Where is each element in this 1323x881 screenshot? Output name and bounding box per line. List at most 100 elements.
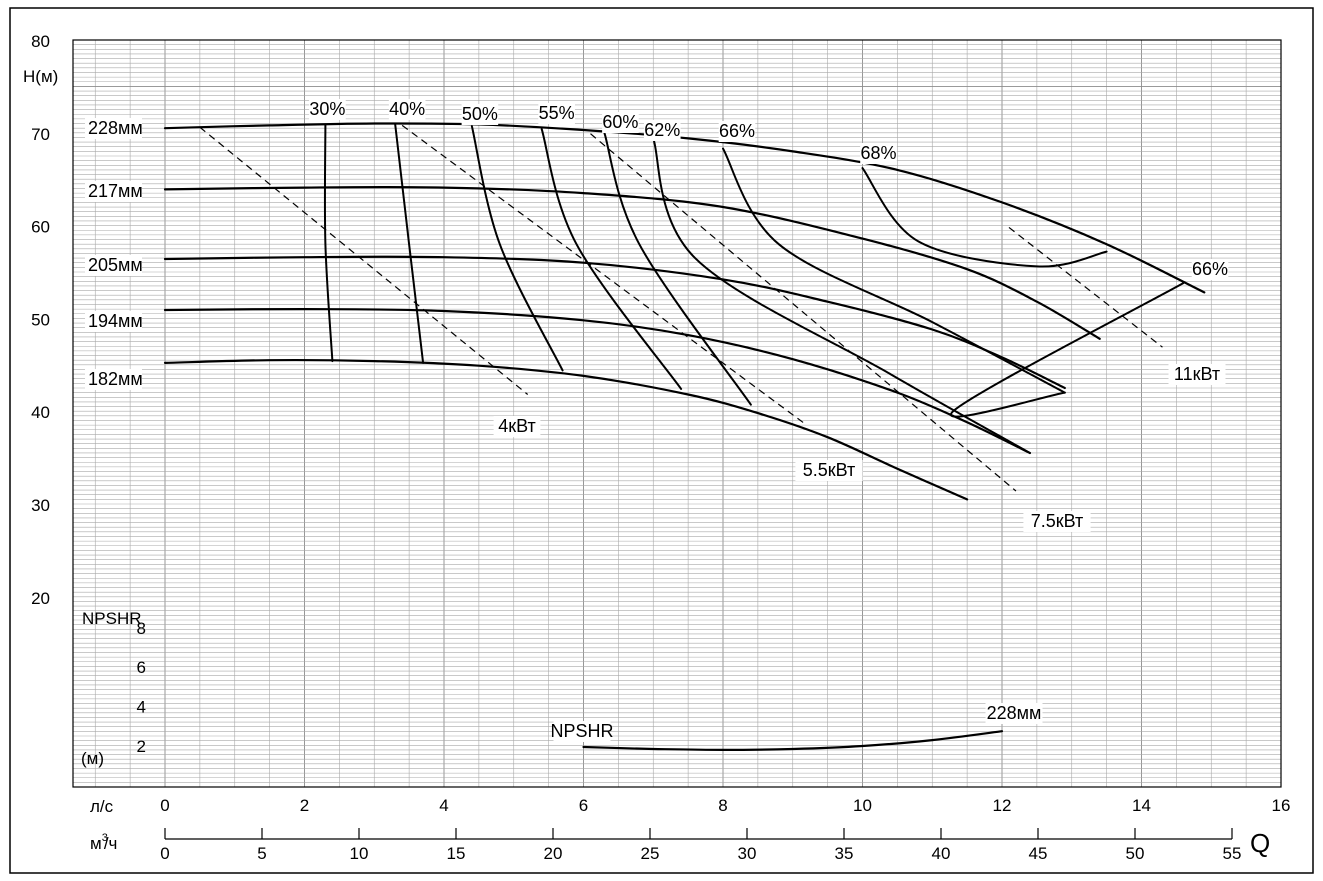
efficiency-label: 60% xyxy=(602,112,638,132)
efficiency-label: 30% xyxy=(309,99,345,119)
npsh-curve-group xyxy=(582,730,1004,751)
efficiency-label-bg xyxy=(1191,259,1229,280)
x-tick-label: 4 xyxy=(439,796,448,815)
power-label-bg xyxy=(493,416,541,437)
x2-tick-label: 5 xyxy=(257,844,266,863)
secondary-x-axis: 0 5 10 15 20 25 30 35 40 45 50 55 xyxy=(160,828,1241,863)
power-label-bg xyxy=(1023,511,1091,532)
head-curve-label: 228мм xyxy=(88,118,143,138)
efficiency-label: 40% xyxy=(389,99,425,119)
y-axis-label: H(м) xyxy=(23,67,58,86)
efficiency-label-bg xyxy=(538,103,575,124)
npsh-curve xyxy=(582,730,1004,751)
efficiency-label-bg xyxy=(461,104,499,125)
npsh-curve-label: NPSHR xyxy=(550,721,613,741)
npsh-tick-label: 2 xyxy=(137,737,146,756)
efficiency-curve xyxy=(652,137,1031,454)
efficiency-label: 68% xyxy=(860,143,896,163)
head-curves xyxy=(163,122,1206,501)
y-tick-label: 30 xyxy=(31,496,50,515)
x2-tick-label: 10 xyxy=(350,844,369,863)
efficiency-curve xyxy=(470,125,564,372)
head-curve-label: 194мм xyxy=(88,311,143,331)
power-line xyxy=(199,126,529,395)
x2-tick-label: 35 xyxy=(835,844,854,863)
head-curve-label: 182мм xyxy=(88,369,143,389)
x-tick-label: 14 xyxy=(1132,796,1151,815)
head-curve-label-bg xyxy=(85,311,142,332)
x2-tick-label: 55 xyxy=(1223,844,1242,863)
head-curve xyxy=(163,255,1066,390)
efficiency-curve xyxy=(394,123,425,364)
y-tick-label: 20 xyxy=(31,589,50,608)
x-tick-label: 0 xyxy=(160,796,169,815)
x2-tick-label: 0 xyxy=(160,844,169,863)
x-axis-unit-label: л/с xyxy=(90,797,114,816)
efficiency-curve xyxy=(323,123,334,363)
x2-unit-superscript: 3 xyxy=(102,832,108,844)
npsh-axis-title: NPSHR xyxy=(82,609,142,628)
x-tick-label: 8 xyxy=(718,796,727,815)
efficiency-label: 66% xyxy=(1192,259,1228,279)
x2-tick-label: 50 xyxy=(1126,844,1145,863)
efficiency-label-bg xyxy=(860,143,897,164)
npsh-tick-label: 8 xyxy=(137,619,146,638)
x-tick-label: 16 xyxy=(1272,796,1291,815)
y-tick-label: 40 xyxy=(31,403,50,422)
head-curve-label: 217мм xyxy=(88,181,143,201)
outer-frame xyxy=(9,7,1314,874)
y-tick-label: 50 xyxy=(31,310,50,329)
power-label: 11кВт xyxy=(1174,364,1220,384)
efficiency-label-bg xyxy=(602,112,639,133)
power-line xyxy=(1008,226,1163,348)
x2-unit-tail: /ч xyxy=(104,834,118,853)
npsh-diameter-label: 228мм xyxy=(987,703,1042,723)
npsh-tick-labels: 2 4 6 8 xyxy=(137,619,146,756)
head-curve-label: 205мм xyxy=(88,255,143,275)
x-tick-label: 6 xyxy=(579,796,588,815)
y-tick-label: 60 xyxy=(31,218,50,237)
efficiency-label: 62% xyxy=(644,120,680,140)
plot-area-border xyxy=(72,39,1282,788)
x2-tick-label: 25 xyxy=(641,844,660,863)
efficiency-label-bg xyxy=(309,99,346,120)
x-tick-label: 2 xyxy=(300,796,309,815)
efficiency-label: 66% xyxy=(719,121,755,141)
npsh-unit-label: (м) xyxy=(81,749,104,768)
efficiency-curve xyxy=(722,147,1066,394)
y-tick-label: 80 xyxy=(31,32,50,51)
efficiency-label-bg xyxy=(718,121,756,142)
power-label: 5.5кВт xyxy=(803,460,856,480)
head-curve xyxy=(163,358,969,501)
npsh-diameter-label-bg xyxy=(985,703,1043,724)
x2-axis-unit-label: м3/ч xyxy=(90,832,117,853)
efficiency-curve xyxy=(540,128,683,390)
power-label-bg xyxy=(1168,364,1226,385)
head-curve-label-bg xyxy=(85,181,142,202)
x-tick-label: 12 xyxy=(993,796,1012,815)
y-tick-labels: 20 30 40 50 60 70 80 xyxy=(31,32,50,608)
power-label-bg xyxy=(795,460,863,481)
y-tick-label: 70 xyxy=(31,125,50,144)
efficiency-label: 55% xyxy=(539,103,575,123)
head-curve-label-bg xyxy=(85,369,142,390)
efficiency-label-bg xyxy=(388,99,426,120)
efficiency-curve xyxy=(861,167,1108,268)
x2-unit-base: м xyxy=(90,834,102,853)
head-curve-label-bg xyxy=(85,118,142,139)
x2-tick-label: 20 xyxy=(544,844,563,863)
power-lines xyxy=(199,124,1163,492)
efficiency-curve xyxy=(603,131,752,406)
x-tick-labels: 0 2 4 6 8 10 12 14 16 xyxy=(160,796,1290,815)
npsh-tick-label: 4 xyxy=(137,698,146,717)
efficiency-curve xyxy=(949,282,1185,418)
x-tick-label: 10 xyxy=(853,796,872,815)
efficiency-curves xyxy=(323,123,1185,454)
head-curve xyxy=(163,185,1101,340)
q-axis-letter: Q xyxy=(1250,828,1270,858)
grid xyxy=(73,39,1282,788)
x2-tick-label: 45 xyxy=(1029,844,1048,863)
efficiency-label-bg xyxy=(643,120,681,141)
curve-labels: 228мм 217мм 205мм 194мм 182мм 30% 40% 50% 55% 60%… xyxy=(85,99,1229,742)
